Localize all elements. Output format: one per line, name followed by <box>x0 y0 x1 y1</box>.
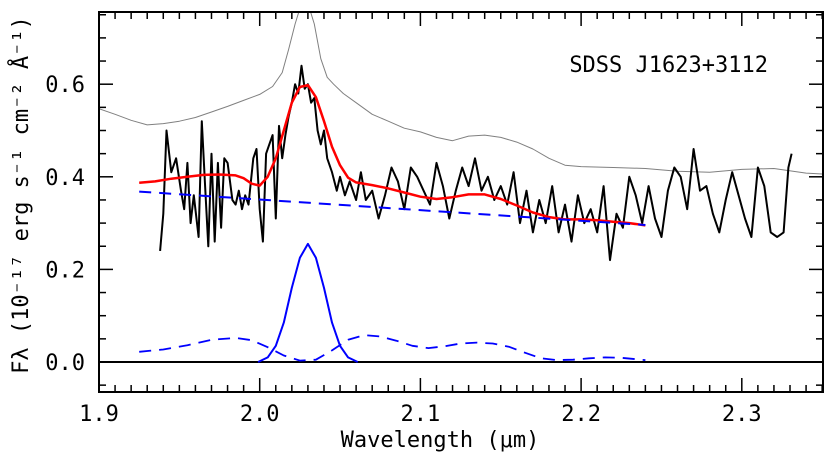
x-tick-label: 2.1 <box>401 402 441 427</box>
series-total-fit <box>139 83 646 227</box>
x-tick-label: 2.2 <box>561 402 601 427</box>
y-tick-label: 0.4 <box>45 166 85 191</box>
y-tick-label: 0.6 <box>45 73 85 98</box>
series-residual-other-components <box>139 334 646 362</box>
series-broad-gaussian-component <box>257 242 359 363</box>
series-observed-spectrum <box>159 64 793 262</box>
x-tick-label: 1.9 <box>79 402 119 427</box>
x-tick-label: 2.3 <box>722 402 762 427</box>
x-tick-label: 2.0 <box>240 402 280 427</box>
series-sdss-comparison-spectrum-scaled <box>99 12 823 175</box>
y-tick-label: 0.0 <box>45 351 85 376</box>
axes: 1.9 2.0 2.1 2.2 2.3 0.0 0.2 0.4 0.6 <box>45 11 824 427</box>
y-tick-label: 0.2 <box>45 258 85 283</box>
x-axis-title: Wavelength (μm) <box>341 428 540 453</box>
plot-series <box>99 12 823 363</box>
plot-frame <box>98 11 824 393</box>
y-axis-title: Fλ (10⁻¹⁷ erg s⁻¹ cm⁻² Å⁻¹) <box>7 16 34 374</box>
object-name-annotation: SDSS J1623+3112 <box>569 53 768 78</box>
series-continuum-power-law <box>139 190 646 226</box>
